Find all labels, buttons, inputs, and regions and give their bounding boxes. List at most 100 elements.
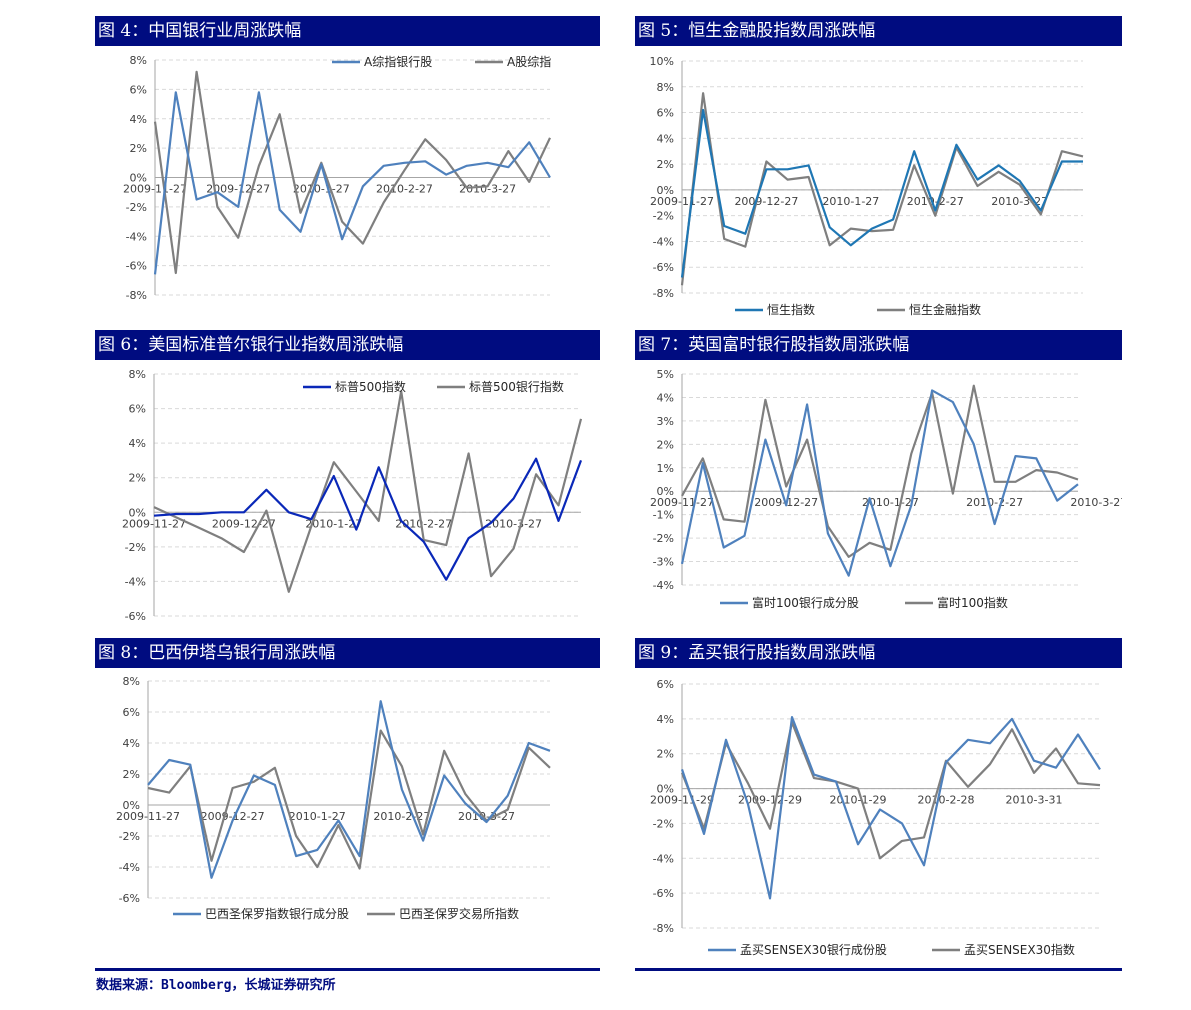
y-tick-label: 6% [129,403,146,416]
y-tick-label: 4% [129,437,146,450]
chart-title: 图 8：巴西伊塔乌银行周涨跌幅 [95,638,600,668]
y-tick-label: -8% [653,287,674,300]
x-tick-label: 2009-11-27 [650,195,714,208]
y-tick-label: -2% [653,532,674,545]
chart-canvas: -6% -4% -2% 0% 2% 4% 6% 8% 2009-11-27 2009-12-27 2… [122,368,583,623]
series-line [681,384,1079,558]
y-tick-label: -2% [125,541,146,554]
legend-label: 孟买SENSEX30银行成份股 [740,943,887,957]
chart-title: 图 6：美国标准普尔银行业指数周涨跌幅 [95,330,600,360]
legend-label: A股综指 [507,54,551,69]
x-tick-label: 2010-1-27 [822,195,879,208]
y-tick-label: -4% [653,579,674,592]
legend-label: 标普500银行指数 [469,379,564,394]
series-line [680,721,1101,860]
y-tick-label: 4% [123,737,140,750]
y-tick-label: 10% [650,55,674,68]
series-line [153,457,583,581]
y-tick-label: -4% [126,230,147,243]
series-line [153,70,551,275]
chart-panel-fig9: 图 9：孟买银行股指数周涨跌幅 -8% -6% -4% -2% 0% 2% 4% 6% 2009… [635,638,1122,968]
y-tick-label: -6% [653,261,674,274]
chart-panel-fig4: 图 4：中国银行业周涨跌幅 -8% -6% -4% -2% 0% 2% 4% 6% 8% 2009… [95,16,600,316]
y-tick-label: -4% [653,852,674,865]
y-tick-label: -2% [653,210,674,223]
chart-canvas: -4%-3%-2%-1%0%1%2%3%4%5%2009-11-27 2009-1… [650,368,1122,610]
chart-title: 图 4：中国银行业周涨跌幅 [95,16,600,46]
x-tick-label: 2010-1-29 [830,794,887,807]
y-tick-label: 8% [129,368,146,381]
legend-label: 恒生指数 [767,302,815,317]
y-tick-label: 6% [657,678,674,691]
y-tick-label: 2% [657,158,674,171]
series-line [680,92,1084,286]
y-tick-label: 0% [130,172,147,185]
series-line [147,729,551,870]
x-tick-label: 2010-2-27 [376,183,433,196]
chart-panel-fig8: 图 8：巴西伊塔乌银行周涨跌幅 -6% -4% -2% 0% 2% 4% 6% 8% 2009-… [95,638,600,938]
y-tick-label: 3% [657,415,674,428]
y-tick-label: 8% [123,675,140,688]
x-tick-label: 2009-12-27 [201,810,265,823]
chart-canvas: -8% -6% -4% -2% 0% 2% 4% 6% 8% 10% 2009-11-27 2009-… [650,55,1084,317]
x-tick-label: 2009-11-29 [650,794,714,807]
y-tick-label: -8% [126,289,147,302]
legend-label: 巴西圣保罗指数银行成分股 [205,906,349,921]
y-tick-label: 6% [130,83,147,96]
series-line [680,389,1079,577]
y-tick-label: 2% [129,472,146,485]
x-tick-label: 2009-11-27 [122,517,186,530]
y-tick-label: -2% [653,817,674,830]
y-tick-label: 4% [657,132,674,145]
x-tick-label: 2010-2-28 [918,794,975,807]
legend-label: 恒生金融指数 [909,302,981,317]
chart-title: 图 5：恒生金融股指数周涨跌幅 [635,16,1122,46]
legend-label: 巴西圣保罗交易所指数 [399,906,519,921]
y-tick-label: 2% [130,142,147,155]
x-tick-label: 2010-2-27 [907,195,964,208]
x-tick-label: 2009-11-27 [116,810,180,823]
y-tick-label: 2% [657,438,674,451]
footer-rule-left [95,968,600,971]
series-line [153,390,583,593]
y-tick-label: 0% [657,184,674,197]
legend-label: 富时100指数 [937,595,1008,610]
chart-canvas: -8%-6%-4%-2%0%2%4%6%2009-11-29 2009-12-29… [650,678,1101,957]
chart-panel-fig6: 图 6：美国标准普尔银行业指数周涨跌幅 -6% -4% -2% 0% 2% 4% 6% 8% 2… [95,330,600,630]
y-tick-label: 0% [129,506,146,519]
y-tick-label: 8% [657,81,674,94]
legend-label: 富时100银行成分股 [752,595,859,610]
y-tick-label: -6% [126,260,147,273]
y-tick-label: -4% [119,861,140,874]
y-tick-label: -8% [653,922,674,935]
series-line [153,91,551,275]
y-tick-label: 8% [130,54,147,67]
series-line [680,715,1101,900]
y-tick-label: 4% [657,391,674,404]
x-tick-label: 2009-12-27 [734,195,798,208]
y-tick-label: -6% [125,610,146,623]
series-line [680,108,1083,278]
x-tick-label: 2010-1-27 [293,183,350,196]
x-tick-label: 2009-12-27 [212,517,276,530]
x-tick-label: 2010-2-27 [966,496,1023,509]
legend-label: 孟买SENSEX30指数 [964,942,1075,957]
y-tick-label: 4% [657,713,674,726]
legend-label: 标普500指数 [335,379,406,394]
chart-panel-fig7: 图 7：英国富时银行股指数周涨跌幅 -4% -3% -2% -1% 0% 1% 2% 3% 4%… [635,330,1122,628]
y-tick-label: 0% [657,485,674,498]
y-tick-label: -4% [653,235,674,248]
y-tick-label: -4% [125,575,146,588]
y-tick-label: -3% [653,556,674,569]
y-tick-label: -6% [119,892,140,905]
y-tick-label: 1% [657,462,674,475]
chart-panel-fig5: 图 5：恒生金融股指数周涨跌幅 -8% -6% -4% -2% 0% 2% 4% 6% 8% 10… [635,16,1122,326]
chart-canvas: -8%-6%-4%-2%0%2%4%6%8%2009-11-27 2009-12-… [123,54,551,302]
x-tick-label: 2010-3-27 [459,183,516,196]
chart-title: 图 9：孟买银行股指数周涨跌幅 [635,638,1122,668]
y-tick-label: 2% [123,768,140,781]
x-tick-label: 2010-3-31 [1006,794,1063,807]
y-tick-label: -2% [119,830,140,843]
y-tick-label: -1% [653,509,674,522]
x-tick-label: 2010-3-27 [485,517,542,530]
